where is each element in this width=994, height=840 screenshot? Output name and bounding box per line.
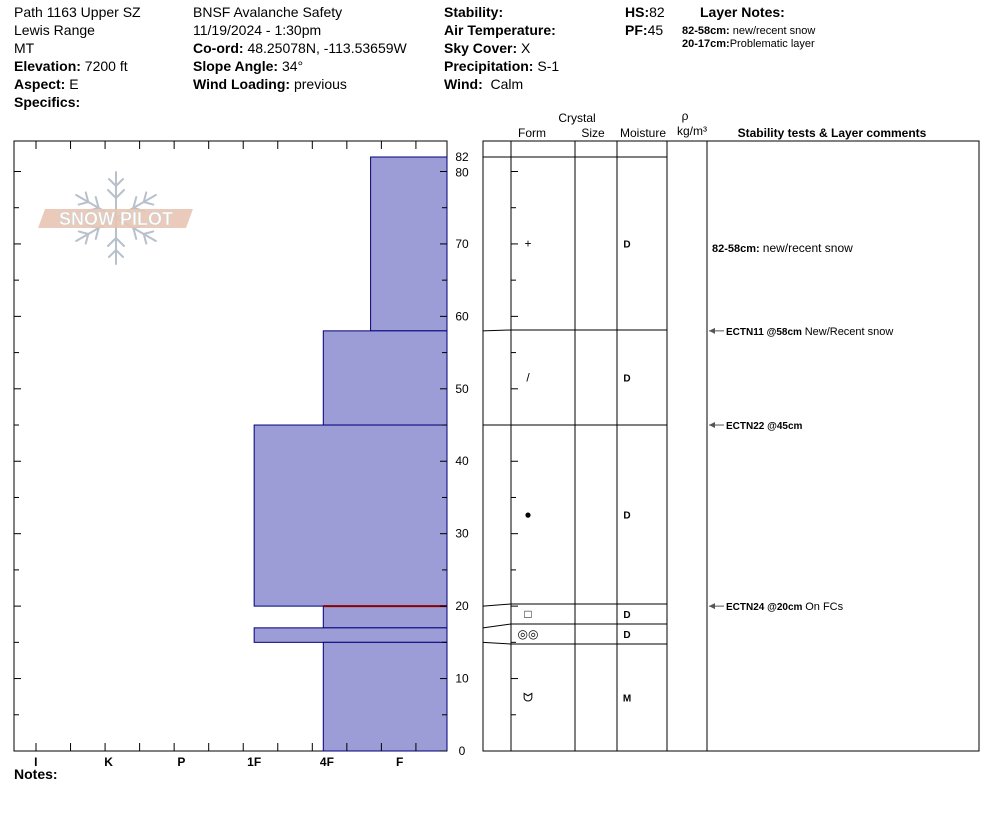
stability-test-result: ECTN11 @58cm (726, 327, 805, 338)
crystal-header: Crystal (558, 111, 595, 125)
moisture-1: D (623, 240, 630, 251)
slope-angle: Slope Angle: 34° (193, 58, 304, 74)
table-depth-connector (482, 641, 512, 645)
snowpilot-logo: SNOW PILOT (38, 171, 193, 265)
layer-comment-1: 82-58cm: new/recent snow (712, 241, 853, 255)
location-name: Path 1163 Upper SZ (14, 4, 141, 20)
stability-test-3: ECTN24 @20cm On FCs (726, 601, 844, 613)
header-col-3: Stability: Air Temperature: Sky Cover: X… (444, 3, 559, 93)
moisture-4: D (623, 610, 630, 621)
hardness-label-P: P (177, 755, 185, 769)
hardness-layer-bar-4 (322, 605, 448, 629)
grain-form-2: / (526, 371, 530, 385)
depth-label-30: 30 (455, 527, 469, 541)
hardness-layer-bar-3 (253, 424, 448, 607)
table-border (482, 140, 980, 752)
moisture-3: D (623, 511, 630, 522)
stability-test-result: ECTN24 @20cm (726, 602, 805, 613)
moisture-5: D (623, 630, 630, 641)
air-temperature: Air Temperature: (444, 22, 556, 38)
moisture-6: M (623, 694, 631, 705)
stability-arrow-head (709, 327, 715, 334)
form-header: Form (518, 126, 546, 140)
stability-comments: 82-58cm: new/recent snow ECTN11 @58cm New… (709, 241, 893, 613)
table-depth-connector (482, 623, 512, 629)
grain-form-4: □ (524, 607, 531, 621)
depth-label-82: 82 (455, 150, 469, 164)
grain-form-5: ◎◎ (518, 627, 539, 641)
depth-label-10: 10 (455, 672, 469, 686)
snow-height: HS:82 (625, 4, 665, 20)
stability-arrow-head (709, 422, 715, 429)
sky-cover: Sky Cover: X (444, 40, 531, 56)
grain-form-3: ● (524, 508, 531, 522)
specifics: Specifics: (14, 94, 81, 110)
layer-notes-title: Layer Notes: (700, 4, 785, 20)
stability-test-comment: New/Recent snow (805, 326, 894, 338)
header-col-1: Path 1163 Upper SZ Lewis Range MT Elevat… (14, 3, 141, 111)
layer-table-rows: + D / D ● D □ D ◎◎ D ᗢ M (482, 156, 667, 705)
grain-form-1: + (524, 237, 531, 251)
layer-table (482, 140, 980, 752)
hardness-label-K: K (104, 755, 113, 769)
hardness-layer-bar-1 (370, 156, 448, 332)
depth-label-0: 0 (459, 744, 466, 758)
wind-loading: Wind Loading: previous (193, 76, 347, 92)
layer-comment-text: new/recent snow (763, 241, 853, 255)
observation-datetime: 11/19/2024 - 1:30pm (193, 22, 322, 38)
depth-label-40: 40 (455, 454, 469, 468)
hardness-label-1F: 1F (247, 755, 261, 769)
organization: BNSF Avalanche Safety (193, 4, 343, 20)
stability-test-comment: On FCs (805, 601, 843, 613)
grain-form-6: ᗢ (523, 691, 533, 705)
density-unit: kg/m³ (677, 124, 707, 138)
table-depth-connector (482, 603, 512, 607)
coordinates: Co-ord: 48.25078N, -113.53659W (193, 40, 407, 56)
layer-table-headers: Crystal Form Size Moisture ρ kg/m³ Stabi… (518, 109, 927, 140)
hardness-label-I: I (34, 755, 37, 769)
state: MT (14, 40, 35, 56)
depth-label-20: 20 (455, 599, 469, 613)
precipitation: Precipitation: S-1 (444, 58, 560, 74)
foot-penetration: PF:45 (625, 22, 664, 38)
layer-note-2: 20-17cm:Problematic layer (682, 38, 815, 50)
table-depth-connector (482, 329, 512, 332)
aspect: Aspect: E (14, 76, 79, 92)
stability: Stability: (444, 4, 504, 20)
depth-label-50: 50 (455, 382, 469, 396)
hardness-label-F: F (396, 755, 403, 769)
depth-label-60: 60 (455, 309, 469, 323)
layer-comment-range: 82-58cm: (712, 243, 763, 255)
hardness-layer-bar-6 (322, 641, 448, 752)
wind: Wind: Calm (444, 76, 524, 92)
depth-label-80: 80 (455, 165, 469, 179)
hardness-layer-bar-5 (253, 627, 448, 643)
logo-banner (38, 209, 193, 228)
stability-test-1: ECTN11 @58cm New/Recent snow (726, 326, 893, 338)
hardness-label-4F: 4F (320, 755, 334, 769)
logo-text: SNOW PILOT (59, 209, 173, 229)
hardness-layer-bar-2 (322, 330, 448, 426)
depth-label-70: 70 (455, 237, 469, 251)
layer-note-1: 82-58cm: new/recent snow (682, 25, 816, 37)
stability-test-result: ECTN22 @45cm (726, 421, 803, 432)
header-col-2: BNSF Avalanche Safety 11/19/2024 - 1:30p… (193, 3, 407, 93)
notes-label: Notes: (14, 766, 58, 782)
hardness-layers (253, 156, 448, 752)
header-col-4: HS:82 PF:45 (625, 3, 665, 39)
density-symbol: ρ (682, 109, 689, 123)
size-header: Size (581, 126, 605, 140)
moisture-header: Moisture (620, 126, 666, 140)
stability-arrow-head (709, 603, 715, 610)
comments-header: Stability tests & Layer comments (738, 126, 927, 140)
stability-test-2: ECTN22 @45cm (726, 421, 803, 432)
hardness-axes: I K P 1F 4F F (34, 141, 417, 769)
mountain-range: Lewis Range (14, 22, 95, 38)
moisture-2: D (623, 374, 630, 385)
elevation: Elevation: 7200 ft (14, 58, 128, 74)
